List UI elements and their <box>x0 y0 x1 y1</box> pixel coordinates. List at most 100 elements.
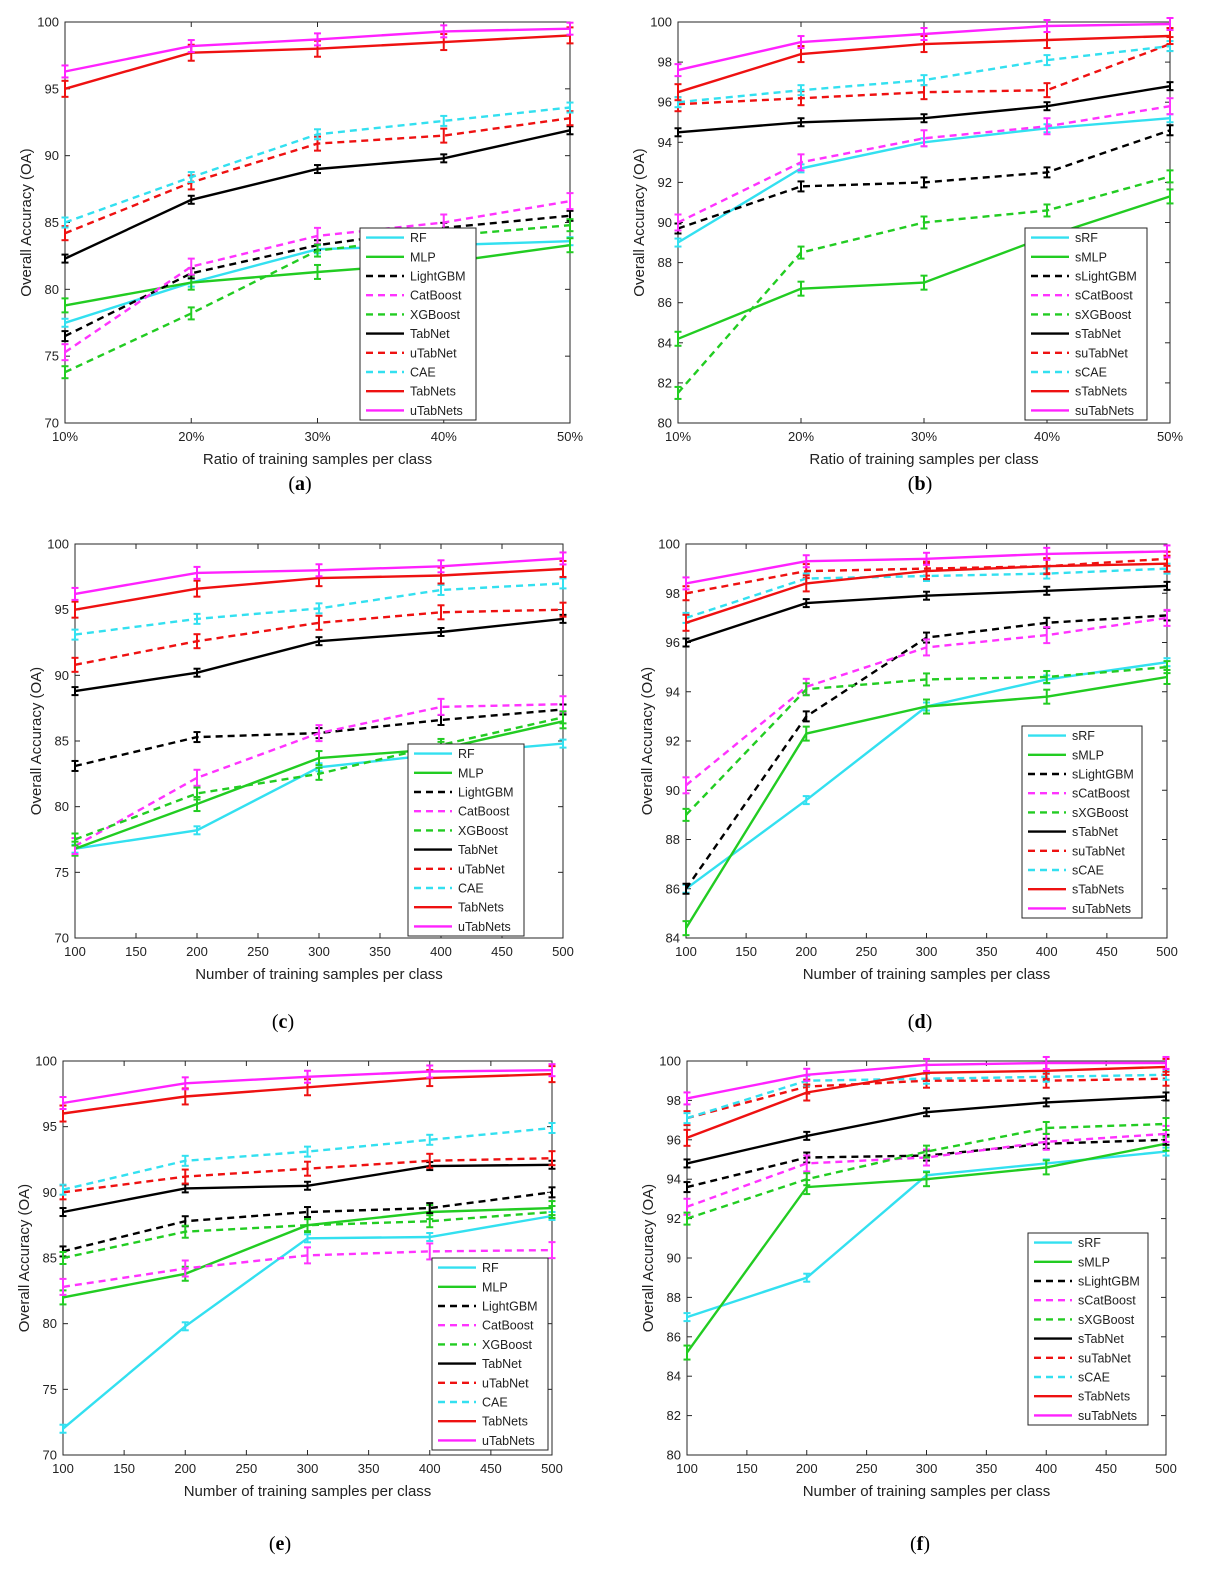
x-tick-label: 350 <box>358 1461 380 1476</box>
y-tick-label: 90 <box>658 215 672 230</box>
legend-label: MLP <box>410 250 436 264</box>
y-tick-label: 90 <box>666 783 680 798</box>
y-tick-label: 88 <box>667 1290 681 1305</box>
legend-label: LightGBM <box>410 270 466 284</box>
x-tick-label: 10% <box>52 429 78 444</box>
chart-c: 70 75 80 85 90 95 100 100 150 200 250 300 350 400 450 5… <box>28 537 574 1034</box>
legend-box <box>431 1257 549 1451</box>
y-tick-label: 90 <box>43 1185 57 1200</box>
series-uTabNets <box>71 551 567 601</box>
x-tick-label: 400 <box>1036 944 1058 959</box>
y-tick-label: 92 <box>667 1211 681 1226</box>
x-tick-label: 40% <box>431 429 457 444</box>
y-tick-label: 88 <box>658 255 672 270</box>
legend-label: CatBoost <box>410 289 462 303</box>
y-tick-label: 95 <box>55 602 69 617</box>
x-axis-label: Number of training samples per class <box>195 966 443 983</box>
legend: sRF sMLP sLightGBM sCatBoost sXGBoost sTabNet… <box>1024 227 1148 421</box>
series-line <box>686 1132 1167 1208</box>
series-line <box>62 1210 553 1260</box>
legend-label: uTabNet <box>410 346 457 360</box>
x-axis-label: Ratio of training samples per class <box>203 451 432 468</box>
legend-box <box>407 743 525 937</box>
y-tick-label: 80 <box>43 1316 57 1331</box>
legend-label: sRF <box>1078 1236 1101 1250</box>
y-axis-label: Overall Accuracy (OA) <box>16 1184 33 1332</box>
chart-f: 80 82 84 86 88 90 92 94 96 98 100 100 150 200 250 300 35… <box>640 1054 1177 1556</box>
y-tick-label: 92 <box>658 175 672 190</box>
legend-label: sRF <box>1075 231 1098 245</box>
legend-label: uTabNet <box>482 1376 529 1390</box>
legend-label: XGBoost <box>482 1338 533 1352</box>
x-tick-label: 20% <box>178 429 204 444</box>
x-tick-label: 500 <box>1156 944 1178 959</box>
x-tick-label: 20% <box>788 429 814 444</box>
x-tick-label: 300 <box>916 944 938 959</box>
legend-label: TabNets <box>482 1415 528 1429</box>
series-sXGBoost <box>683 1117 1170 1226</box>
series-sMLP <box>682 668 1171 937</box>
y-tick-label: 95 <box>43 1119 57 1134</box>
x-tick-label: 200 <box>796 1461 818 1476</box>
chart-b: 80 82 84 86 88 90 92 94 96 98 100 10% 20% 30% 40% 50% Ra… <box>631 15 1183 496</box>
legend-label: sRF <box>1072 729 1095 743</box>
panel-letter: f <box>917 1533 924 1555</box>
x-tick-label: 450 <box>480 1461 502 1476</box>
panel-letter: d <box>914 1011 925 1033</box>
y-tick-label: 100 <box>650 15 672 30</box>
x-tick-label: 200 <box>186 944 208 959</box>
x-tick-label: 150 <box>736 1461 758 1476</box>
legend-box <box>359 227 477 421</box>
legend-label: sTabNet <box>1072 825 1118 839</box>
legend-label: sCAE <box>1075 366 1107 380</box>
legend-label: sXGBoost <box>1075 308 1132 322</box>
y-tick-label: 86 <box>666 881 680 896</box>
x-tick-label: 40% <box>1034 429 1060 444</box>
y-axis-label: Overall Accuracy (OA) <box>631 148 648 296</box>
y-tick-label: 80 <box>667 1448 681 1463</box>
legend-label: sCatBoost <box>1072 787 1130 801</box>
series-CAE <box>71 577 567 641</box>
legend-label: RF <box>458 747 475 761</box>
legend-label: sCAE <box>1072 864 1104 878</box>
legend-label: TabNet <box>410 327 450 341</box>
legend-label: suTabNets <box>1075 404 1134 418</box>
legend-label: sLightGBM <box>1078 1275 1140 1289</box>
legend-label: LightGBM <box>482 1300 538 1314</box>
x-tick-label: 150 <box>735 944 757 959</box>
series-sXGBoost <box>682 660 1171 822</box>
legend-label: CAE <box>458 882 484 896</box>
x-tick-label: 30% <box>304 429 330 444</box>
y-tick-label: 70 <box>43 1448 57 1463</box>
legend-label: TabNet <box>458 843 498 857</box>
legend-label: sMLP <box>1078 1255 1110 1269</box>
panel-letter: e <box>276 1533 285 1555</box>
y-tick-label: 70 <box>55 931 69 946</box>
series-sTabNets <box>683 1057 1170 1147</box>
series-TabNet <box>71 613 567 697</box>
legend-label: sMLP <box>1072 748 1104 762</box>
series-line <box>62 1191 553 1253</box>
y-axis-label: Overall Accuracy (OA) <box>28 667 45 815</box>
plot-area <box>64 21 571 424</box>
legend-label: RF <box>410 231 427 245</box>
y-tick-label: 100 <box>37 15 59 30</box>
y-tick-label: 98 <box>667 1093 681 1108</box>
series-line <box>74 608 564 666</box>
x-tick-label: 450 <box>1096 944 1118 959</box>
x-tick-label: 450 <box>1095 1461 1117 1476</box>
x-tick-label: 150 <box>125 944 147 959</box>
y-tick-label: 95 <box>45 81 59 96</box>
series-XGBoost <box>59 1205 556 1265</box>
panel-caption: (c) <box>272 1011 294 1033</box>
y-tick-label: 100 <box>659 1054 681 1069</box>
y-tick-label: 82 <box>667 1408 681 1423</box>
legend-label: sTabNet <box>1078 1332 1124 1346</box>
legend-label: suTabNet <box>1075 346 1128 360</box>
legend-label: CAE <box>482 1396 508 1410</box>
series-sXGBoost <box>674 169 1174 400</box>
x-axis-label: Number of training samples per class <box>803 1483 1051 1500</box>
y-tick-label: 92 <box>666 734 680 749</box>
x-tick-label: 250 <box>856 1461 878 1476</box>
